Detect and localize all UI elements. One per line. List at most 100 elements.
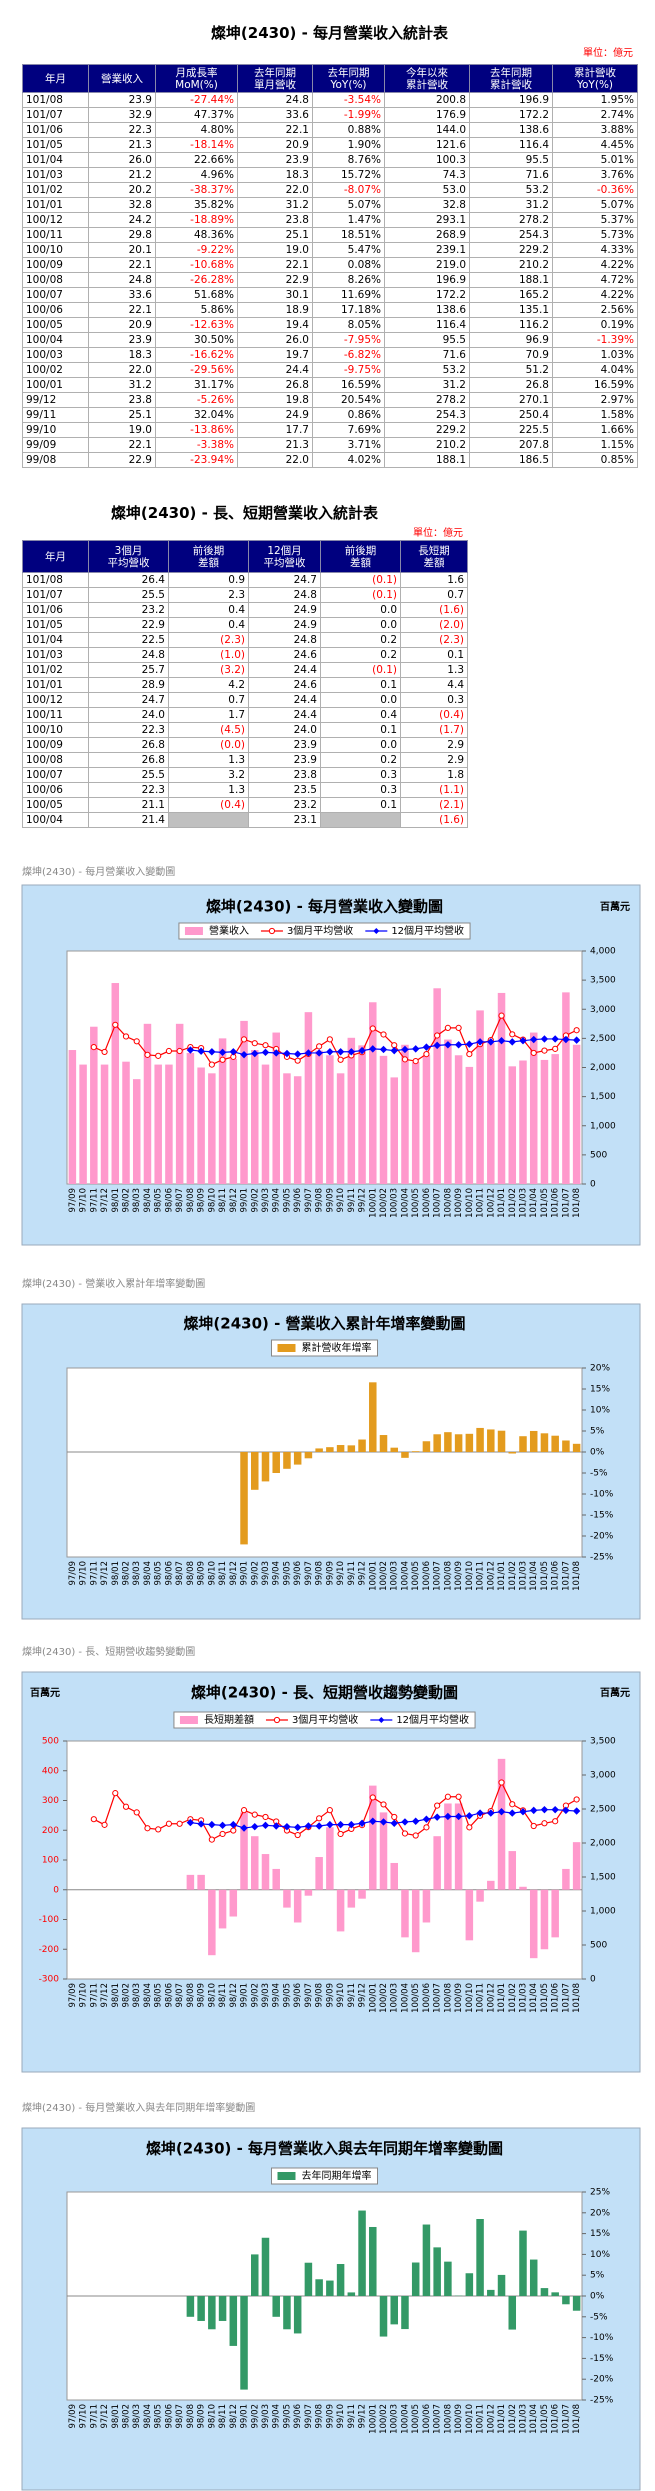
cell: 5.73% — [552, 227, 638, 243]
bar — [261, 2237, 270, 2296]
marker — [466, 1051, 473, 1058]
cell: 1.15% — [552, 437, 638, 453]
x-tick-label: 99/08 — [315, 1188, 325, 1213]
x-tick-label: 101/04 — [529, 1983, 539, 2013]
cell: 0.08% — [312, 257, 385, 273]
y-tick-label: -200 — [39, 1945, 60, 1955]
row-label: 101/01 — [22, 197, 89, 213]
y-tick-label: -100 — [39, 1915, 60, 1925]
marker — [572, 1036, 581, 1044]
cell: 22.9 — [237, 272, 313, 288]
cell: 25.5 — [88, 587, 169, 603]
bar — [336, 1073, 345, 1184]
unit-label: 百萬元 — [30, 1686, 60, 1699]
cell: 21.3 — [237, 437, 313, 453]
column-header: 累計營收 YoY(%) — [552, 64, 638, 93]
marker — [90, 1816, 97, 1823]
row-label: 101/02 — [22, 662, 89, 678]
marker — [509, 1801, 516, 1808]
cell: 24.4 — [248, 692, 321, 708]
cell: 1.95% — [552, 92, 638, 108]
bar — [293, 1452, 302, 1465]
table-row: 100/08 26.8 1.3 23.9 0.2 2.9 — [22, 752, 468, 768]
marker — [390, 1046, 398, 1055]
bar — [197, 2296, 205, 2321]
cell: -18.89% — [155, 212, 238, 228]
x-tick-label: 101/01 — [497, 1561, 507, 1591]
bar — [390, 1447, 398, 1452]
marker — [455, 1024, 462, 1031]
marker — [186, 1046, 195, 1054]
bar — [454, 1055, 463, 1184]
x-tick-label: 101/07 — [561, 1983, 571, 2013]
marker — [229, 1820, 238, 1829]
row-label: 99/09 — [22, 437, 89, 453]
x-tick-label: 97/09 — [68, 2404, 78, 2429]
x-tick-label: 99/11 — [347, 2404, 357, 2429]
x-tick-label: 98/11 — [218, 1983, 228, 2008]
x-tick-label: 98/09 — [197, 2404, 207, 2429]
x-tick-label: 97/10 — [79, 1188, 89, 1213]
cell: 24.9 — [248, 602, 321, 618]
x-tick-label: 99/03 — [261, 1188, 271, 1213]
cell: 95.5 — [469, 152, 553, 168]
bar — [422, 1889, 431, 1923]
cell: 22.3 — [88, 722, 169, 738]
cell: 31.17% — [155, 377, 238, 393]
x-tick-label: 98/01 — [111, 1188, 121, 1213]
bar — [401, 1452, 409, 1458]
bar — [454, 1434, 463, 1452]
bar — [251, 2254, 259, 2296]
y-tick-label: 200 — [42, 1826, 59, 1836]
bar — [283, 2296, 291, 2330]
table-row: 101/04 22.5 (2.3) 24.8 0.2 (2.3) — [22, 632, 468, 648]
x-tick-label: 100/01 — [368, 1983, 378, 2013]
marker — [519, 1808, 527, 1816]
bar — [401, 1044, 409, 1184]
marker — [369, 1045, 377, 1053]
x-tick-label: 99/12 — [358, 1561, 368, 1586]
x-tick-label: 99/05 — [282, 1561, 292, 1586]
table-row: 100/10 22.3 (4.5) 24.0 0.1 (1.7) — [22, 722, 468, 738]
section-label: 燦坤(2430) - 營業收入累計年增率變動圖 — [22, 1277, 205, 1290]
marker — [369, 1794, 376, 1801]
x-tick-label: 98/04 — [143, 2404, 153, 2429]
bar — [154, 1064, 162, 1184]
bar — [208, 1073, 216, 1184]
x-tick-label: 98/01 — [111, 2404, 121, 2429]
cell: 0.0 — [320, 602, 401, 618]
bar — [229, 1889, 238, 1917]
cell: 1.3 — [400, 662, 468, 678]
x-tick-label: 97/12 — [100, 1983, 110, 2008]
bar — [218, 1038, 227, 1184]
cell: -29.56% — [155, 362, 238, 378]
cell: 4.72% — [552, 272, 638, 288]
x-tick-label: 98/06 — [164, 1188, 174, 1213]
x-tick-label: 101/02 — [508, 2404, 518, 2434]
marker — [251, 1822, 259, 1831]
bar — [379, 1812, 388, 1890]
y-tick-label: 20% — [590, 2208, 610, 2218]
cell: 0.1 — [400, 647, 468, 663]
bar — [218, 1889, 227, 1929]
bar — [551, 1054, 559, 1184]
x-tick-label: 98/09 — [197, 1983, 207, 2008]
x-tick-label: 100/06 — [422, 1983, 432, 2013]
cell: 20.9 — [237, 137, 313, 153]
cell: 31.2 — [237, 197, 313, 213]
cell: 0.9 — [168, 572, 249, 588]
marker — [487, 1038, 495, 1046]
y-tick-label: -15% — [590, 1511, 614, 1521]
bar — [487, 1043, 495, 1184]
cell: 51.2 — [469, 362, 553, 378]
marker — [530, 1822, 537, 1830]
marker — [454, 1041, 463, 1049]
x-tick-label: 98/10 — [207, 2404, 217, 2429]
x-tick-label: 101/04 — [529, 2404, 539, 2434]
marker — [573, 1027, 580, 1034]
marker — [326, 1820, 334, 1829]
marker — [433, 1041, 441, 1050]
cell: 23.8 — [237, 212, 313, 228]
row-label: 101/07 — [22, 587, 89, 603]
